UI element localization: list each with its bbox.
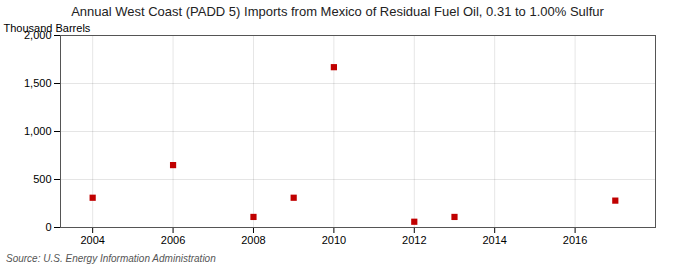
svg-text:Thousand Barrels: Thousand Barrels [4, 22, 91, 34]
svg-text:2016: 2016 [563, 234, 587, 246]
svg-text:2012: 2012 [402, 234, 426, 246]
svg-text:2008: 2008 [241, 234, 265, 246]
svg-text:2004: 2004 [80, 234, 104, 246]
svg-text:2006: 2006 [161, 234, 185, 246]
html-text:Source: U.S. Energy Informatio: Source: U.S. Energy Information Administ… [6, 253, 216, 264]
svg-text:1,500: 1,500 [24, 77, 52, 89]
svg-text:500: 500 [33, 173, 51, 185]
svg-text:1,000: 1,000 [24, 125, 52, 137]
html-text:Annual West Coast (PADD 5) Imp: Annual West Coast (PADD 5) Imports from … [71, 4, 604, 19]
svg-text:2014: 2014 [482, 234, 506, 246]
svg-text:2,000: 2,000 [24, 29, 52, 41]
svg-text:0: 0 [45, 221, 51, 233]
svg-text:2010: 2010 [322, 234, 346, 246]
